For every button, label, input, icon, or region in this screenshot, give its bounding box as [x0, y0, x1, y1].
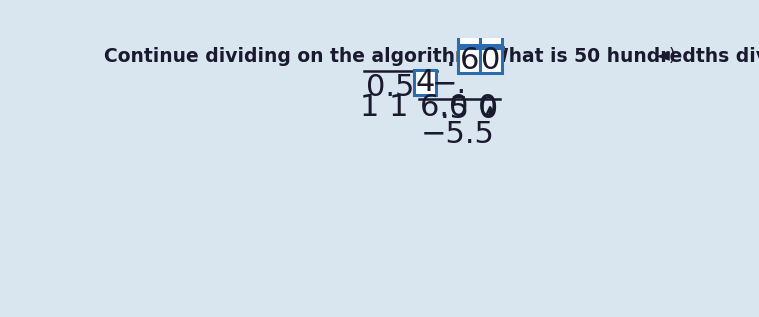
Text: .5 0: .5 0 — [439, 95, 498, 124]
Text: −5.5: −5.5 — [420, 120, 494, 149]
Text: 6: 6 — [459, 46, 479, 75]
Text: ◄): ◄) — [656, 47, 677, 65]
FancyBboxPatch shape — [458, 48, 480, 73]
FancyBboxPatch shape — [458, 20, 480, 45]
FancyBboxPatch shape — [480, 20, 502, 45]
Text: 4: 4 — [415, 68, 435, 97]
Text: −.: −. — [432, 70, 467, 100]
Text: Continue dividing on the algorithm. What is 50 hundredths divided by 11 ones?: Continue dividing on the algorithm. What… — [104, 47, 759, 66]
Text: 0: 0 — [481, 46, 501, 75]
Text: 1 1: 1 1 — [361, 94, 409, 122]
FancyBboxPatch shape — [480, 48, 502, 73]
Text: 6.0 0: 6.0 0 — [420, 94, 498, 122]
Text: .: . — [446, 43, 455, 72]
Text: 0.5: 0.5 — [366, 73, 414, 102]
FancyBboxPatch shape — [414, 70, 436, 95]
